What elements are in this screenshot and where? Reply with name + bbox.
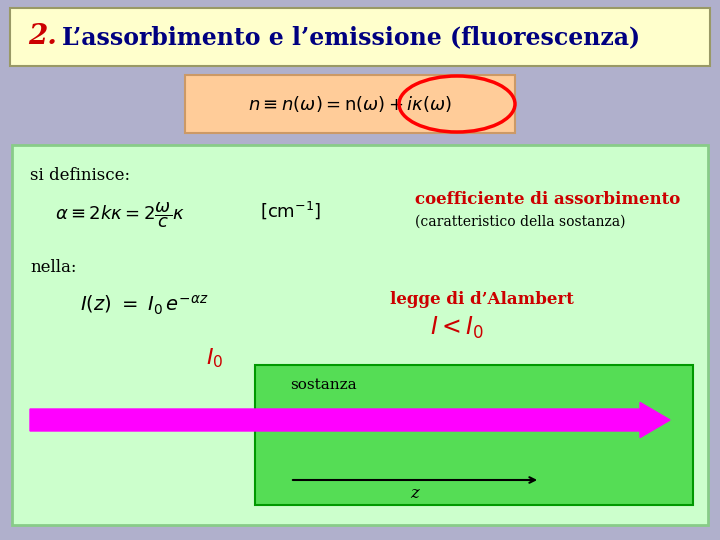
Text: $\left[\mathrm{cm}^{-1}\right]$: $\left[\mathrm{cm}^{-1}\right]$ [260,199,321,221]
Text: nella:: nella: [30,260,76,276]
Text: si definisce:: si definisce: [30,166,130,184]
Text: $I < I_0$: $I < I_0$ [430,315,485,341]
Text: L’assorbimento e l’emissione (fluorescenza): L’assorbimento e l’emissione (fluorescen… [62,25,640,49]
Text: $\alpha \equiv 2k\kappa = 2\dfrac{\omega}{c}\kappa$: $\alpha \equiv 2k\kappa = 2\dfrac{\omega… [55,200,185,230]
FancyBboxPatch shape [255,365,693,505]
FancyArrow shape [30,402,670,437]
Text: $I(z) \ = \ I_0 \, e^{-\alpha z}$: $I(z) \ = \ I_0 \, e^{-\alpha z}$ [80,293,209,316]
Text: $I_0$: $I_0$ [207,346,224,370]
Text: (caratteristico della sostanza): (caratteristico della sostanza) [415,215,626,229]
Text: $n \equiv n(\omega) = \mathrm{n}(\omega) + i\kappa(\omega)$: $n \equiv n(\omega) = \mathrm{n}(\omega)… [248,94,452,114]
FancyBboxPatch shape [185,75,515,133]
Text: 2.: 2. [28,24,57,51]
FancyBboxPatch shape [12,145,708,525]
Text: sostanza: sostanza [290,378,356,392]
Text: z: z [410,484,419,502]
FancyBboxPatch shape [10,8,710,66]
Text: coefficiente di assorbimento: coefficiente di assorbimento [415,192,680,208]
Text: legge di d’Alambert: legge di d’Alambert [390,292,574,308]
